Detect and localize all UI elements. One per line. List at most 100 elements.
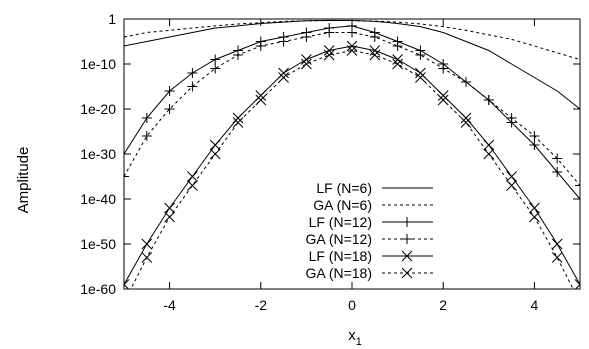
legend-swatch-marker [401, 250, 413, 262]
data-point-marker [575, 298, 585, 308]
y-tick-label: 1e-60 [80, 281, 116, 297]
data-point-marker [124, 279, 130, 289]
data-point-marker [551, 238, 563, 250]
data-point-marker [210, 54, 221, 65]
data-point-marker [529, 202, 540, 214]
data-point-marker [483, 95, 494, 105]
data-point-marker [301, 58, 312, 70]
legend: LF (N=6)GA (N=6)LF (N=12)GA (N=12)LF (N=… [305, 180, 433, 281]
data-point-marker [187, 180, 198, 191]
data-point-marker [278, 36, 289, 47]
data-point-marker [415, 50, 426, 60]
data-point-marker [438, 63, 449, 74]
data-point-marker [232, 117, 244, 128]
data-point-marker [369, 49, 381, 61]
data-point-marker [141, 252, 153, 263]
y-tick-label: 1 [108, 11, 116, 27]
data-point-marker [278, 72, 289, 83]
data-point-marker [347, 27, 357, 38]
data-point-marker [483, 139, 495, 151]
data-point-marker [164, 86, 175, 96]
data-point-marker [164, 202, 175, 214]
data-point-marker [255, 41, 266, 51]
legend-label: LF (N=12) [309, 214, 372, 230]
legend-swatch-marker [402, 234, 412, 244]
data-point-marker [551, 252, 563, 263]
data-point-marker [461, 77, 471, 87]
data-point-marker [392, 58, 403, 70]
legend-label: GA (N=12) [305, 231, 372, 247]
data-point-marker [141, 113, 152, 123]
data-point-marker [187, 68, 198, 78]
data-point-marker [346, 40, 358, 52]
legend-label: GA (N=18) [305, 265, 372, 281]
y-axis-ticks: 1 1e-10 1e-20 1e-30 1e-40 1e-50 1e-60 [80, 11, 580, 297]
data-point-marker [164, 104, 175, 114]
data-point-marker [529, 140, 540, 150]
data-point-marker [164, 211, 175, 223]
data-point-marker [210, 63, 221, 74]
y-tick-label: 1e-50 [80, 236, 116, 252]
data-point-marker [574, 279, 580, 289]
data-point-marker [415, 72, 426, 83]
data-point-marker [460, 112, 472, 124]
data-point-marker [369, 32, 380, 42]
data-point-marker [233, 50, 243, 60]
data-point-marker [506, 180, 517, 191]
data-point-marker [301, 54, 312, 65]
data-point-marker [323, 49, 335, 61]
data-point-marker [437, 94, 449, 106]
x-tick-label: 4 [531, 297, 539, 313]
legend-label: LF (N=18) [309, 248, 372, 264]
data-point-marker [301, 32, 312, 42]
data-point-marker [415, 67, 426, 79]
y-tick-label: 1e-30 [80, 146, 116, 162]
data-point-marker [324, 27, 335, 38]
data-point-marker [392, 41, 403, 51]
x-tick-label: 0 [348, 297, 356, 313]
data-point-marker [552, 153, 563, 164]
y-tick-label: 1e-10 [80, 56, 116, 72]
x-axis-ticks: -4 -2 0 2 4 [163, 19, 539, 313]
data-point-marker [460, 117, 472, 128]
legend-swatch-marker [402, 217, 412, 227]
data-point-marker [346, 45, 358, 56]
data-point-marker [437, 90, 449, 101]
legend-label: GA (N=6) [313, 197, 372, 213]
series-line-2 [124, 25, 580, 200]
data-point-marker [278, 67, 289, 79]
x-tick-label: 2 [439, 297, 447, 313]
data-point-marker [483, 148, 495, 160]
series-line-3 [124, 32, 580, 186]
y-tick-label: 1e-20 [80, 101, 116, 117]
data-point-marker [552, 167, 563, 177]
data-point-marker [209, 148, 221, 160]
data-point-marker [369, 45, 381, 56]
data-point-marker [529, 131, 540, 141]
data-point-marker [255, 90, 267, 101]
x-tick-label: -2 [255, 297, 268, 313]
data-point-marker [323, 45, 335, 56]
data-point-marker [506, 113, 517, 123]
data-point-marker [575, 180, 580, 191]
x-axis-title-subscript: 1 [356, 336, 362, 348]
data-point-marker [187, 171, 198, 182]
x-axis-title-main: x [348, 327, 356, 344]
y-tick-label: 1e-40 [80, 191, 116, 207]
y-axis-title: Amplitude [15, 147, 32, 214]
data-point-marker [506, 171, 517, 182]
legend-swatch-marker [401, 267, 413, 279]
data-point-marker [141, 131, 152, 141]
data-point-marker [392, 54, 403, 65]
data-point-marker [124, 171, 129, 182]
marker-group [119, 20, 585, 308]
legend-label: LF (N=6) [316, 180, 372, 196]
data-point-marker [209, 139, 221, 151]
x-tick-label: -4 [163, 297, 176, 313]
data-point-marker [141, 238, 153, 250]
x-axis-title: x1 [348, 327, 362, 348]
data-point-marker [232, 112, 244, 124]
data-point-marker [255, 94, 267, 106]
data-point-marker [119, 298, 129, 308]
